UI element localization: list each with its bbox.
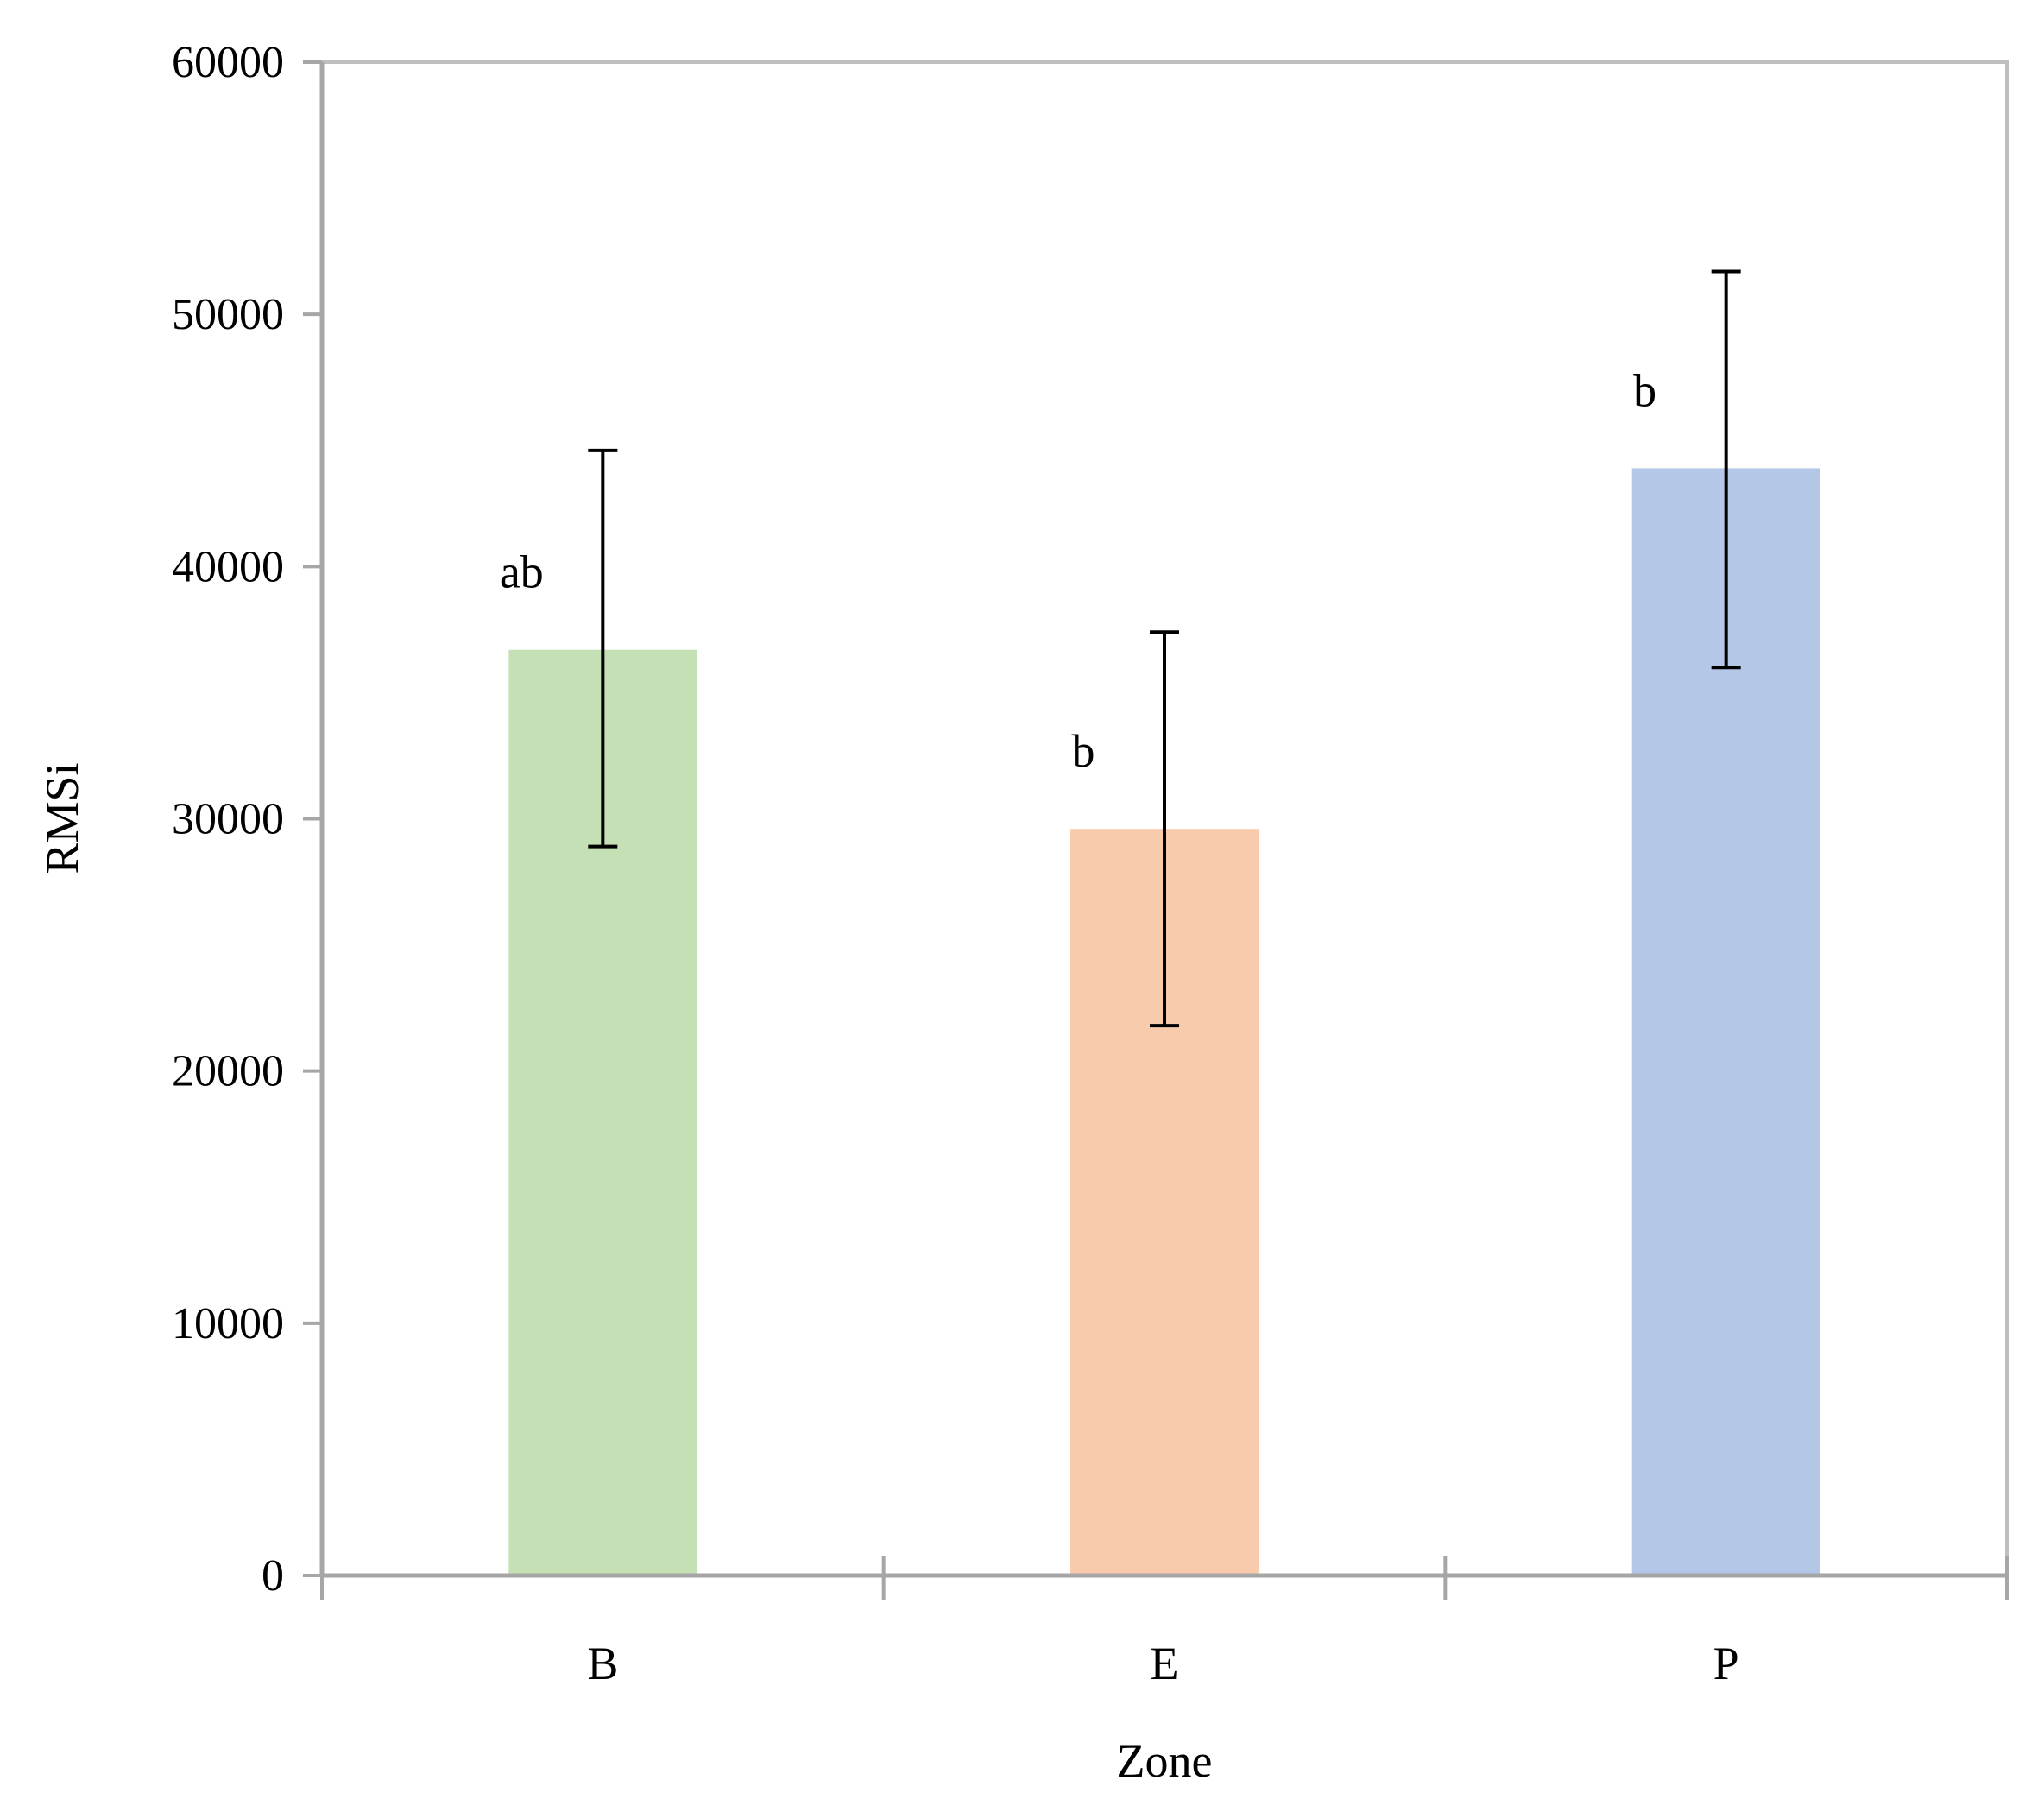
significance-label-b: ab bbox=[500, 546, 544, 598]
y-tick-label: 0 bbox=[262, 1551, 284, 1600]
y-tick-label: 30000 bbox=[172, 795, 284, 844]
x-axis-title: Zone bbox=[1117, 1735, 1213, 1787]
y-tick-label: 60000 bbox=[172, 38, 284, 87]
error-bars-group bbox=[588, 269, 1741, 1028]
y-axis-title: RMSi bbox=[36, 762, 88, 874]
significance-label-e: b bbox=[1072, 725, 1095, 777]
x-tick-label: E bbox=[1151, 1638, 1179, 1689]
y-tick-label: 50000 bbox=[172, 290, 284, 339]
significance-labels-group: ab b b bbox=[500, 364, 1656, 777]
y-tick-label: 10000 bbox=[172, 1299, 284, 1348]
y-tick-label: 40000 bbox=[172, 542, 284, 591]
y-tick-label: 20000 bbox=[172, 1047, 284, 1096]
axes-group bbox=[303, 60, 2009, 1600]
y-tick-labels-group: 0 10000 20000 30000 40000 50000 60000 bbox=[172, 38, 284, 1600]
x-tick-label: P bbox=[1713, 1638, 1739, 1689]
significance-label-p: b bbox=[1633, 364, 1656, 416]
x-tick-label: B bbox=[587, 1638, 618, 1689]
